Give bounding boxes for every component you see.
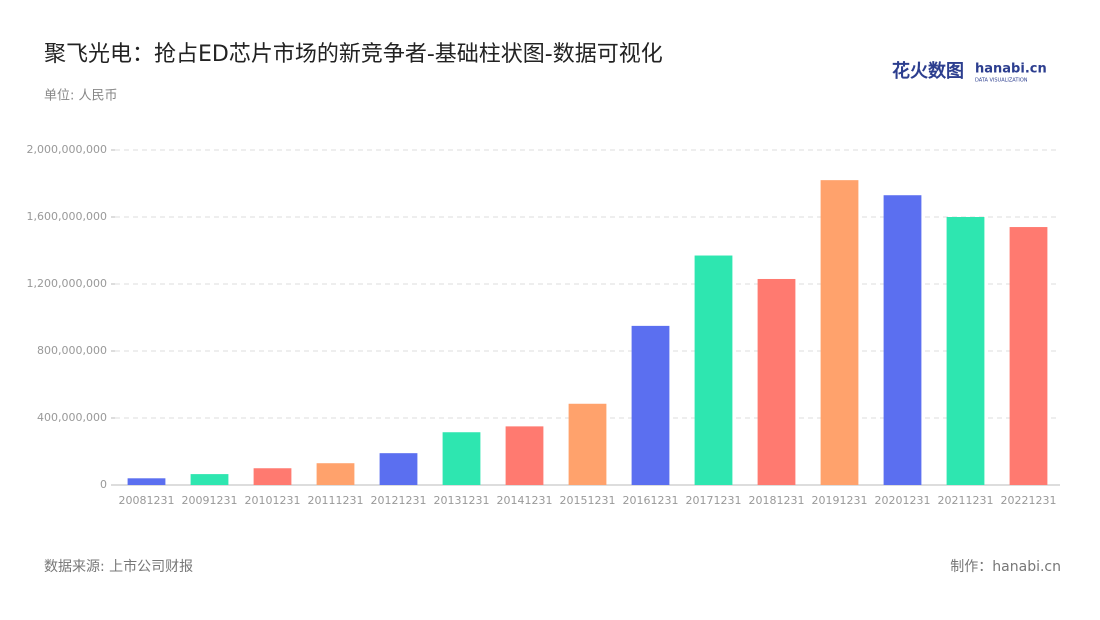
y-tick-label: 1,200,000,000 bbox=[27, 277, 107, 290]
credit: 制作：hanabi.cn bbox=[950, 559, 1061, 575]
bar bbox=[757, 278, 796, 485]
x-tick-label: 20191231 bbox=[812, 494, 868, 507]
bar bbox=[1009, 227, 1048, 486]
bar bbox=[694, 255, 733, 485]
chart-title: 聚飞光电：抢占ED芯片市场的新竞争者-基础柱状图-数据可视化 bbox=[44, 42, 663, 67]
x-tick-label: 20161231 bbox=[623, 494, 679, 507]
x-tick-label: 20091231 bbox=[182, 494, 238, 507]
x-tick-label: 20111231 bbox=[308, 494, 364, 507]
source: 数据来源: 上市公司财报 bbox=[44, 558, 193, 575]
x-tick-label: 20101231 bbox=[245, 494, 301, 507]
chart-subtitle: 单位: 人民币 bbox=[44, 89, 118, 104]
bar bbox=[631, 325, 670, 485]
bar bbox=[505, 426, 544, 485]
x-tick-label: 20211231 bbox=[938, 494, 994, 507]
y-tick-label: 1,600,000,000 bbox=[27, 210, 107, 223]
bar bbox=[127, 478, 166, 485]
x-tick-label: 20221231 bbox=[1001, 494, 1057, 507]
logo-brand: hanabi.cn bbox=[975, 62, 1047, 77]
bar bbox=[253, 468, 292, 485]
bar bbox=[190, 474, 229, 485]
bar bbox=[316, 463, 355, 485]
x-tick-label: 20201231 bbox=[875, 494, 931, 507]
bar bbox=[820, 180, 859, 485]
x-tick-label: 20181231 bbox=[749, 494, 805, 507]
bar bbox=[379, 453, 418, 485]
y-tick-label: 400,000,000 bbox=[37, 411, 107, 424]
bar bbox=[883, 195, 922, 485]
y-tick-label: 800,000,000 bbox=[37, 344, 107, 357]
bar bbox=[442, 432, 481, 485]
y-tick-label: 2,000,000,000 bbox=[27, 143, 107, 156]
logo-text: 花火数图 bbox=[892, 60, 964, 82]
x-tick-label: 20171231 bbox=[686, 494, 742, 507]
x-tick-label: 20081231 bbox=[119, 494, 175, 507]
x-tick-label: 20131231 bbox=[434, 494, 490, 507]
y-tick-label: 0 bbox=[100, 478, 107, 491]
logo-tagline: DATA VISUALIZATION bbox=[975, 78, 1028, 84]
bar bbox=[568, 403, 607, 485]
x-tick-label: 20141231 bbox=[497, 494, 553, 507]
bar bbox=[946, 217, 985, 485]
x-tick-label: 20121231 bbox=[371, 494, 427, 507]
x-tick-label: 20151231 bbox=[560, 494, 616, 507]
